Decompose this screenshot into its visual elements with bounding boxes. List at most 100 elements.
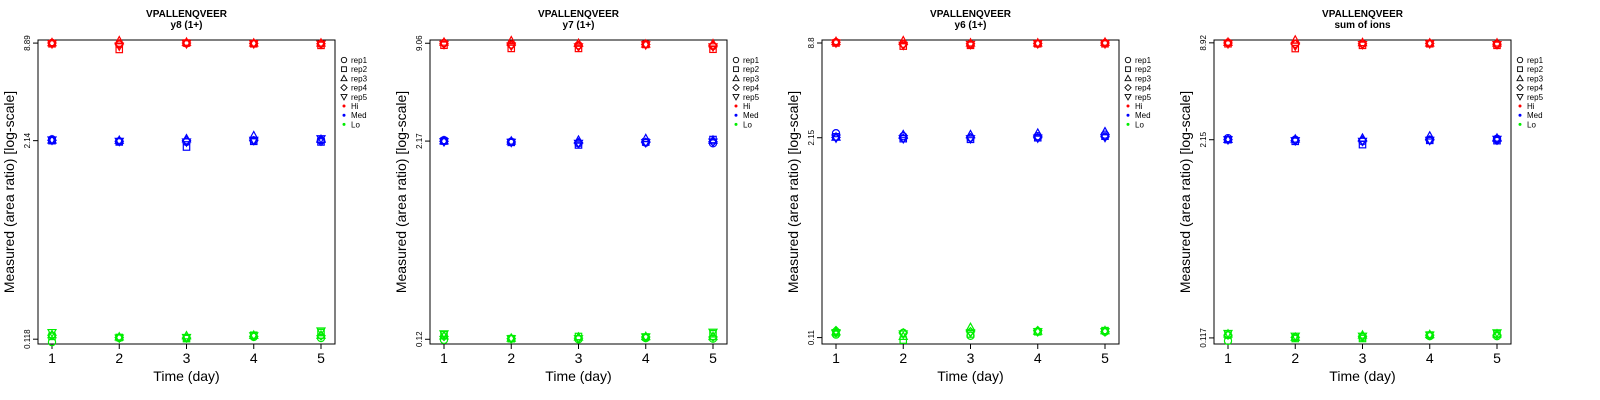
y-tick-label: 2.15 xyxy=(1199,131,1208,147)
data-point-med-rep5 xyxy=(707,138,719,148)
data-point-hi-rep3 xyxy=(506,35,517,45)
data-point-med-rep3 xyxy=(830,131,842,141)
data-point-hi-rep5 xyxy=(707,43,719,53)
x-tick-label: 4 xyxy=(1426,350,1434,366)
data-point-med-rep5 xyxy=(1357,137,1368,147)
legend-symbol-rep5 xyxy=(1516,94,1524,101)
legend-label: rep4 xyxy=(1135,84,1152,93)
data-point-hi-rep3 xyxy=(898,35,909,45)
data-point-hi-rep3 xyxy=(1424,37,1435,47)
data-point-med-rep5 xyxy=(1491,135,1503,145)
data-point-med-rep5 xyxy=(114,137,125,147)
legend-symbol-rep3 xyxy=(1516,74,1524,82)
legend-symbol-rep4 xyxy=(1124,83,1132,92)
x-tick-label: 2 xyxy=(1291,350,1299,366)
legend-label: rep1 xyxy=(1527,56,1544,65)
data-point-hi-rep2 xyxy=(1291,44,1300,53)
data-point-hi-rep2 xyxy=(507,44,516,53)
data-point-hi-rep3 xyxy=(46,37,58,47)
y-axis-label: Measured (area ratio) [log-scale] xyxy=(1177,91,1193,293)
legend-symbol-rep1 xyxy=(732,56,740,64)
data-point-med-rep3 xyxy=(640,133,651,143)
data-point-med-rep3 xyxy=(1424,130,1435,140)
data-point-hi-rep5 xyxy=(965,40,976,50)
legend-label: rep5 xyxy=(743,93,760,102)
data-point-hi-rep3 xyxy=(573,37,584,47)
data-point-med-rep5 xyxy=(46,136,58,146)
x-tick-label: 3 xyxy=(575,350,583,366)
data-point-med-rep5 xyxy=(315,135,327,145)
data-point-lo-rep5 xyxy=(1099,328,1111,338)
legend-symbol-rep5 xyxy=(340,94,348,101)
data-point-med-rep5 xyxy=(248,136,259,146)
legend-label: Hi xyxy=(351,102,359,111)
y-tick-label: 2.17 xyxy=(415,133,424,149)
legend-label: rep4 xyxy=(351,84,368,93)
x-tick-label: 5 xyxy=(317,350,325,366)
data-point-hi-rep2 xyxy=(115,45,124,54)
data-point-med-rep5 xyxy=(1032,134,1043,144)
data-point-hi-rep5 xyxy=(46,40,58,50)
legend-label: rep3 xyxy=(351,74,368,83)
data-point-lo-rep5 xyxy=(315,327,327,337)
legend-label: Lo xyxy=(743,120,752,129)
legend-dot-lo xyxy=(734,122,738,126)
data-point-med-rep5 xyxy=(1099,133,1111,143)
legend-label: rep1 xyxy=(743,56,760,65)
data-point-lo-rep4 xyxy=(831,325,841,336)
y-tick-label: 8.89 xyxy=(23,35,32,51)
x-tick-label: 3 xyxy=(183,350,191,366)
chart-title: VPALLENQVEER xyxy=(538,9,620,20)
data-point-lo-rep5 xyxy=(640,333,651,343)
legend-label: rep4 xyxy=(743,84,760,93)
data-point-lo-rep5 xyxy=(46,328,58,338)
data-point-med-rep5 xyxy=(1290,137,1301,147)
data-point-med-rep3 xyxy=(1222,133,1234,143)
legend-dot-hi xyxy=(734,104,738,108)
data-point-lo-rep5 xyxy=(1290,332,1301,342)
data-point-hi-rep5 xyxy=(1290,42,1301,52)
data-point-lo-rep4 xyxy=(708,332,718,342)
data-point-hi-rep5 xyxy=(640,41,651,51)
legend-label: rep5 xyxy=(351,93,368,102)
data-point-lo-rep5 xyxy=(1032,328,1043,338)
data-point-lo-rep5 xyxy=(181,333,192,343)
data-point-hi-rep5 xyxy=(573,43,584,53)
legend-label: rep4 xyxy=(1527,84,1544,93)
legend-symbol-rep2 xyxy=(1125,66,1131,73)
data-point-med-rep5 xyxy=(506,138,517,148)
legend-dot-lo xyxy=(342,122,346,126)
data-point-lo-rep4 xyxy=(316,330,326,341)
legend-label: Lo xyxy=(1527,120,1536,129)
legend-symbol-rep4 xyxy=(340,83,348,92)
y-tick-label: 0.11 xyxy=(807,330,816,346)
data-point-med-rep5 xyxy=(438,138,450,148)
legend-label: rep1 xyxy=(351,56,368,65)
data-point-hi-rep5 xyxy=(181,40,192,50)
y-tick-label: 2.14 xyxy=(23,132,32,148)
legend-symbol-rep1 xyxy=(1516,56,1524,64)
legend-dot-med xyxy=(1126,113,1130,117)
data-point-hi-rep5 xyxy=(248,40,259,50)
data-point-med-rep5 xyxy=(898,135,909,145)
x-tick-label: 1 xyxy=(440,350,448,366)
legend-symbol-rep5 xyxy=(1124,94,1132,101)
legend-symbol-rep3 xyxy=(1124,74,1132,82)
chart-subtitle: sum of ions xyxy=(1334,20,1391,31)
data-point-hi-rep5 xyxy=(1424,40,1435,50)
legend-dot-lo xyxy=(1126,122,1130,126)
x-tick-label: 2 xyxy=(899,350,907,366)
legend-symbol-rep5 xyxy=(732,94,740,101)
legend-dot-hi xyxy=(342,104,346,108)
data-point-hi-rep5 xyxy=(1357,40,1368,50)
data-point-med-rep4 xyxy=(316,136,326,147)
legend-label: rep2 xyxy=(1135,65,1152,74)
data-point-lo-rep3 xyxy=(506,332,517,342)
data-point-lo-rep5 xyxy=(830,329,842,339)
data-point-med-rep5 xyxy=(1222,136,1234,146)
data-point-lo-rep3 xyxy=(640,331,651,341)
data-point-hi-rep5 xyxy=(1222,40,1234,50)
